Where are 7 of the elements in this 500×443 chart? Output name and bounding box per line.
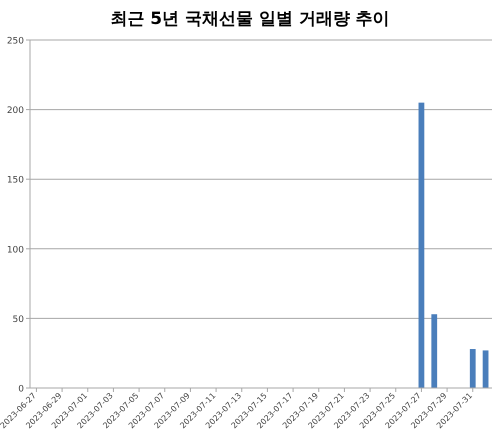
y-tick-label: 0: [18, 384, 24, 394]
y-tick-label: 150: [6, 176, 24, 186]
y-tick-label: 50: [12, 314, 24, 325]
chart-title: 최근 5년 국채선물 일별 거래량 추이: [110, 9, 390, 29]
y-tick-label: 100: [6, 245, 24, 256]
y-tick-label: 250: [6, 36, 24, 46]
y-tick-label: 200: [6, 106, 24, 116]
